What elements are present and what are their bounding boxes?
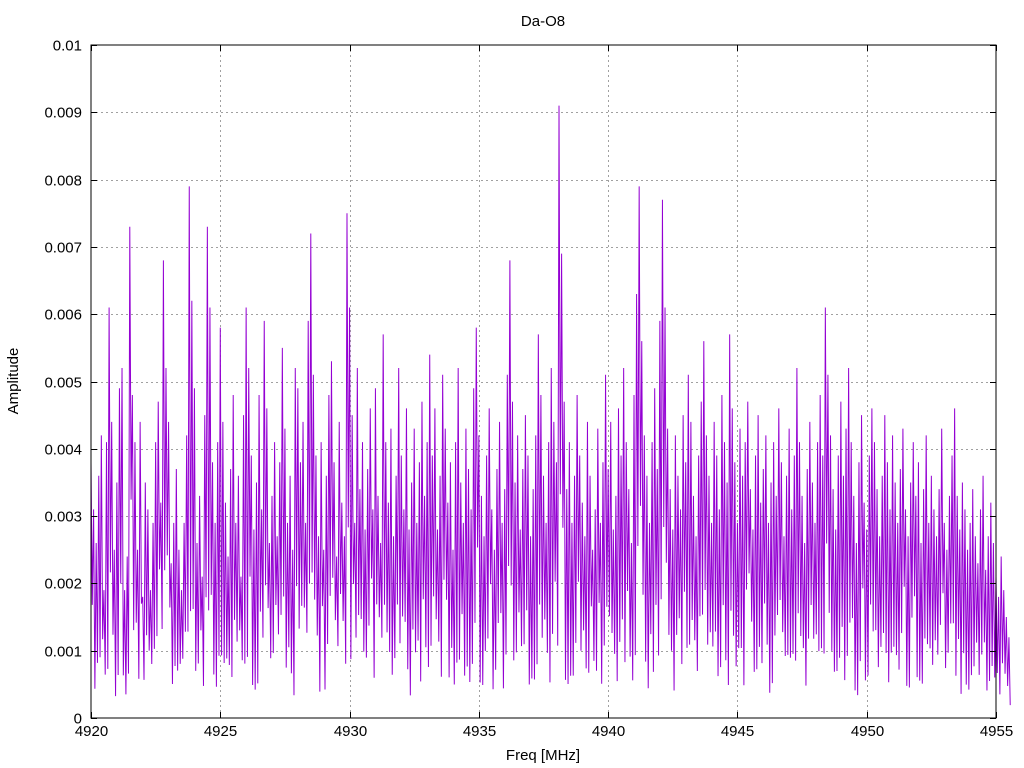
x-tick-label: 4925	[204, 723, 237, 740]
x-axis-label: Freq [MHz]	[506, 747, 580, 764]
x-tick-label: 4920	[75, 723, 108, 740]
y-tick-label: 0.005	[44, 375, 82, 392]
x-tick-label: 4950	[851, 723, 884, 740]
y-tick-labels: 0 0.001 0.002 0.003 0.004 0.005 0.006 0.007 0.00…	[44, 38, 82, 728]
series-line-group	[90, 105, 1011, 706]
y-axis-label: Amplitude	[5, 348, 22, 415]
x-tick-label: 4935	[463, 723, 496, 740]
y-tick-label: 0.007	[44, 240, 82, 257]
chart-title: Da-O8	[521, 13, 565, 30]
y-tick-label: 0.008	[44, 173, 82, 190]
x-tick-label: 4955	[980, 723, 1013, 740]
plot-frame	[90, 44, 997, 719]
y-tick-label: 0.009	[44, 105, 82, 122]
y-tick-label: 0.01	[53, 38, 82, 55]
x-tick-label: 4930	[334, 723, 367, 740]
tick-marks	[91, 45, 997, 719]
y-tick-label: 0.001	[44, 644, 82, 661]
y-tick-label: 0.002	[44, 576, 82, 593]
y-tick-label: 0.004	[44, 442, 82, 459]
series-line	[90, 105, 1011, 706]
x-tick-label: 4945	[721, 723, 754, 740]
x-tick-labels: 4920 4925 4930 4935 4940 4945 4950 4955	[75, 723, 1013, 740]
y-tick-label: 0.006	[44, 307, 82, 324]
x-tick-label: 4940	[592, 723, 625, 740]
y-tick-label: 0	[74, 711, 82, 728]
y-tick-label: 0.003	[44, 509, 82, 526]
